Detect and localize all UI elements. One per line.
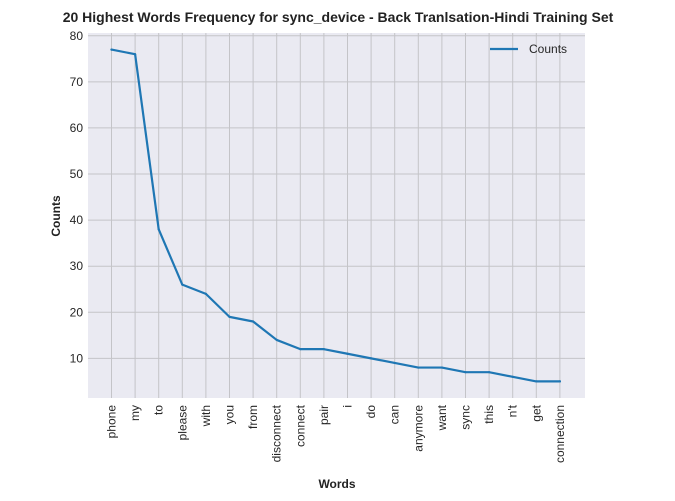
data-point-do	[370, 357, 373, 360]
legend: Counts	[490, 42, 567, 56]
data-point-sync	[464, 371, 467, 374]
data-point-you	[228, 315, 231, 318]
data-point-from	[252, 320, 255, 323]
x-gridlines	[111, 33, 561, 398]
data-point-please	[181, 283, 184, 286]
x-tick-label: disconnect	[270, 404, 284, 462]
y-tick-label: 80	[70, 29, 84, 43]
x-tick-label: connect	[293, 404, 307, 447]
x-tick-label: you	[223, 405, 237, 424]
series-points	[110, 48, 562, 383]
x-tick-label: connection	[553, 405, 567, 463]
y-tick-label: 10	[70, 351, 84, 365]
legend-label-counts: Counts	[529, 42, 567, 56]
y-tick-label: 20	[70, 305, 84, 319]
data-point-phone	[110, 48, 113, 51]
data-point-can	[393, 361, 396, 365]
x-tick-label: get	[529, 404, 543, 421]
x-tick-label: anymore	[411, 405, 425, 452]
data-point-connection	[558, 380, 562, 383]
data-point-i	[346, 352, 349, 355]
chart-title: 20 Highest Words Frequency for sync_devi…	[63, 9, 614, 25]
data-point-want	[440, 366, 443, 369]
y-gridlines	[88, 35, 585, 359]
data-point-my	[134, 53, 137, 56]
data-point-this	[488, 371, 491, 374]
x-tick-label: pair	[317, 405, 331, 425]
series-line-counts	[110, 48, 561, 383]
data-point-get	[535, 380, 538, 383]
x-tick-label: to	[152, 405, 166, 415]
x-tick-label: want	[435, 404, 449, 431]
data-point-connect	[299, 348, 302, 351]
x-tick-label: do	[364, 405, 378, 419]
x-tick-label: from	[246, 405, 260, 429]
y-tick-label: 30	[70, 259, 84, 273]
x-tick-label: sync	[459, 405, 473, 430]
y-tick-labels: 10 20 30 40 50 60 70 80	[70, 29, 84, 366]
data-point-pair	[322, 348, 325, 351]
x-tick-label: phone	[105, 405, 119, 439]
data-point-disconnect	[275, 338, 278, 342]
data-point-with	[204, 292, 207, 295]
x-tick-label: can	[388, 405, 402, 424]
plot-area	[88, 33, 585, 398]
x-tick-labels: phone my to please with you from disconnect conn…	[105, 404, 567, 463]
data-point-nt	[511, 375, 514, 378]
x-tick-label: n't	[506, 404, 520, 417]
x-tick-label: please	[175, 405, 189, 441]
y-tick-label: 60	[70, 121, 84, 135]
data-point-to	[157, 228, 160, 231]
x-tick-label: this	[482, 405, 496, 424]
x-tick-label: i	[341, 405, 355, 408]
x-axis-label: Words	[318, 477, 355, 491]
x-tick-label: my	[128, 405, 142, 421]
y-tick-label: 70	[70, 75, 84, 89]
data-point-anymore	[417, 366, 420, 369]
y-axis-label: Counts	[49, 195, 63, 237]
y-tick-label: 50	[70, 167, 84, 181]
y-tick-label: 40	[70, 213, 84, 227]
x-tick-label: with	[199, 405, 213, 427]
